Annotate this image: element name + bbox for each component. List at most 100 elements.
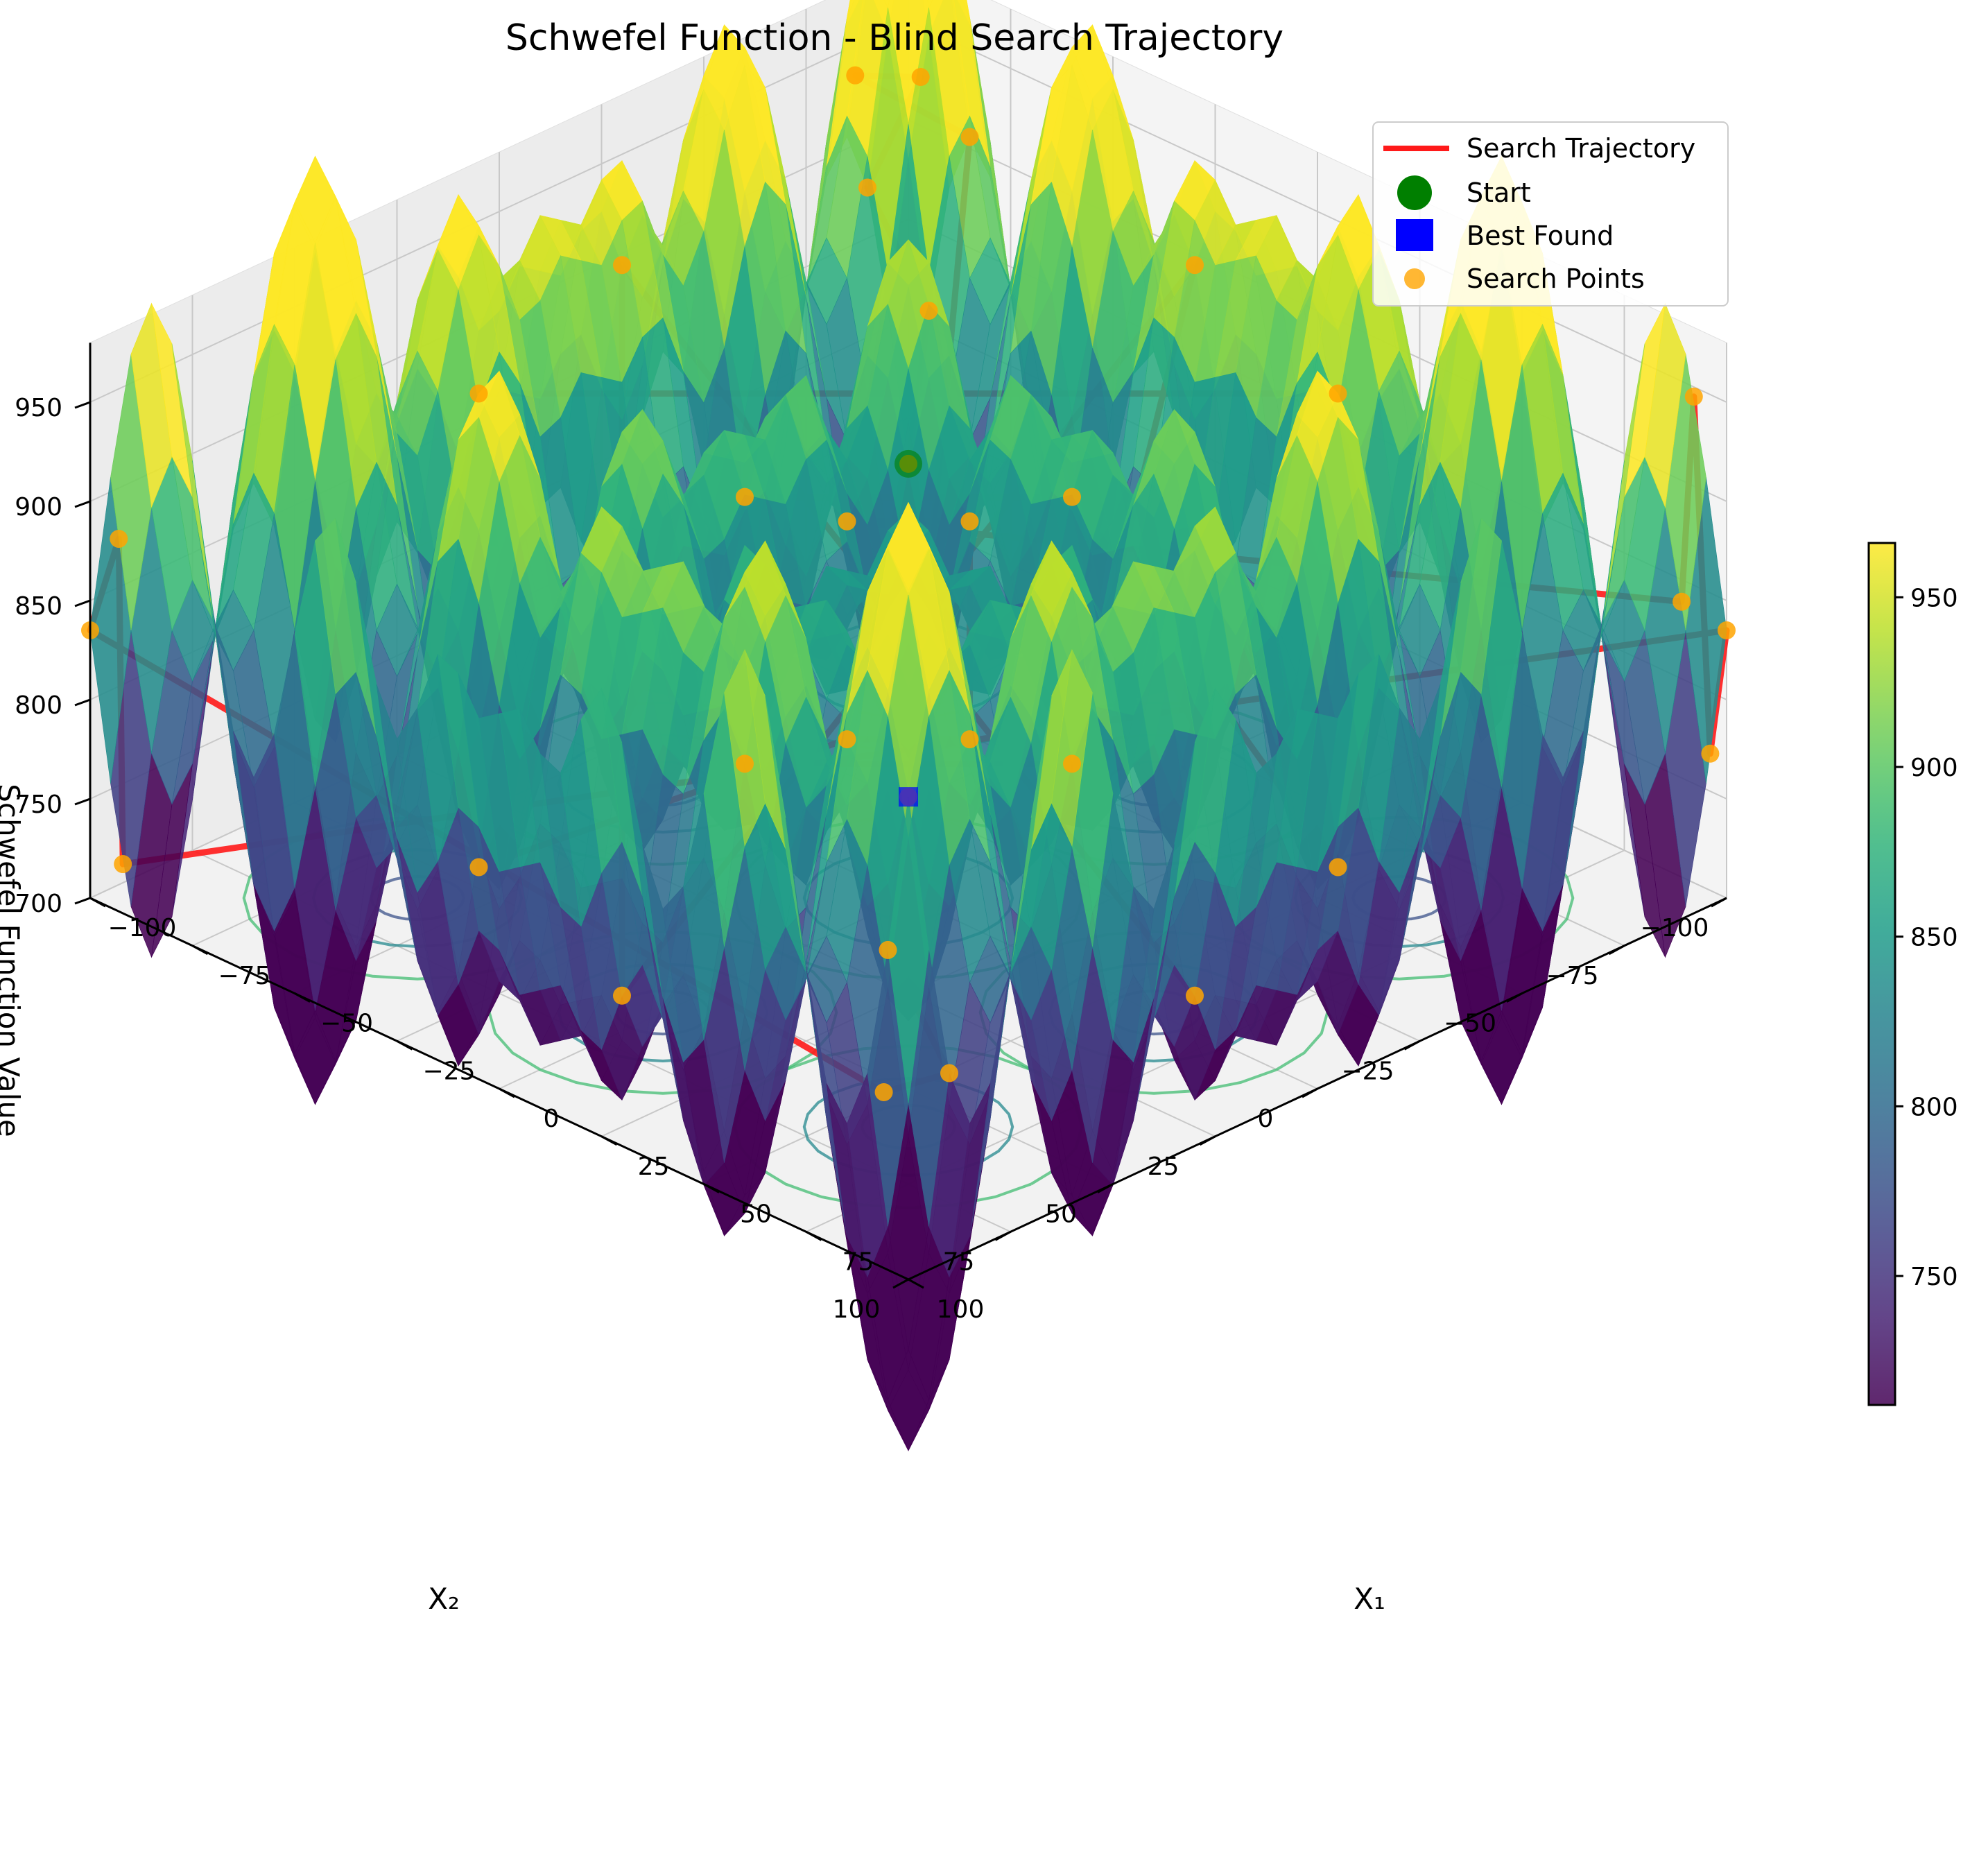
y-tick-mark <box>1302 1087 1318 1098</box>
y-tick-label: 75 <box>943 1248 975 1276</box>
search-point <box>874 1082 893 1101</box>
x-tick-mark <box>294 992 311 1003</box>
search-point <box>1186 256 1204 275</box>
search-point <box>114 855 132 874</box>
y-tick-mark <box>892 1278 909 1289</box>
chart-title: Schwefel Function - Blind Search Traject… <box>505 17 1283 59</box>
search-point <box>919 302 938 320</box>
x-tick-mark <box>805 1230 822 1241</box>
search-point <box>960 730 979 749</box>
search-point <box>469 384 488 403</box>
y-tick-label: −100 <box>1641 914 1709 942</box>
legend-label-start: Start <box>1467 178 1531 208</box>
x-tick-label: 75 <box>842 1248 874 1276</box>
z-tick-mark <box>74 897 91 905</box>
y-tick-mark <box>1506 992 1523 1003</box>
axis-lines <box>74 343 1727 1289</box>
z-tick-label: 700 <box>15 890 62 918</box>
x-tick-mark <box>908 1278 924 1289</box>
colorbar-gradient <box>1867 542 1896 1406</box>
z-tick-label: 950 <box>15 394 62 422</box>
z-tick-label: 750 <box>15 791 62 819</box>
search-point <box>940 1064 958 1082</box>
legend-label-trajectory: Search Trajectory <box>1467 133 1695 164</box>
z-axis-label: Schwefel Function Value <box>0 784 26 1137</box>
legend: Search Trajectory Start Best Found Searc… <box>1372 121 1729 307</box>
x-tick-label: −100 <box>108 914 177 942</box>
search-point <box>858 178 876 197</box>
search-point <box>469 858 488 877</box>
search-point <box>1684 387 1703 406</box>
legend-best-swatch <box>1396 219 1433 251</box>
search-point <box>879 940 897 959</box>
y-tick-label: 0 <box>1258 1105 1274 1133</box>
search-point <box>736 754 754 773</box>
colorbar-tick-label: 950 <box>1910 584 1958 612</box>
legend-points-swatch <box>1404 268 1425 289</box>
legend-label-best: Best Found <box>1467 221 1614 251</box>
y-tick-mark <box>994 1230 1012 1241</box>
search-point <box>1672 592 1691 611</box>
x-tick-mark <box>396 1039 413 1051</box>
search-point <box>110 529 128 548</box>
y-tick-label: −75 <box>1546 962 1599 990</box>
x-tick-label: −50 <box>320 1010 373 1038</box>
legend-start-swatch <box>1397 175 1432 210</box>
x-tick-label: 0 <box>544 1105 560 1133</box>
search-point <box>960 128 979 146</box>
search-point <box>1701 744 1720 763</box>
colorbar: 750 800 850 900 950 <box>1867 542 1958 1406</box>
colorbar-tick-label: 750 <box>1910 1263 1958 1291</box>
x-tick-mark <box>499 1087 515 1098</box>
z-tick-label: 900 <box>15 493 62 521</box>
z-tick-mark <box>74 401 91 409</box>
y-axis-label: X₂ <box>428 1582 460 1616</box>
search-point <box>960 512 979 530</box>
legend-frame <box>1372 121 1729 307</box>
search-point <box>1063 488 1081 506</box>
search-point <box>1186 986 1204 1005</box>
y-tick-mark <box>1608 944 1625 956</box>
y-tick-mark <box>1097 1183 1114 1193</box>
z-tick-label: 850 <box>15 592 62 621</box>
best-found-marker <box>899 787 918 807</box>
x-tick-mark <box>191 944 209 956</box>
y-tick-label: 100 <box>833 1295 881 1324</box>
x-tick-mark <box>600 1135 618 1146</box>
tick-labels: −100 −75 −50 −25 0 25 50 75 100 −100 −75 −50 −25 0 25 5… <box>15 394 1709 1324</box>
colorbar-tick-label: 850 <box>1910 924 1958 952</box>
search-point <box>838 730 856 749</box>
x-tick-label: 25 <box>638 1153 670 1181</box>
search-point <box>838 512 856 530</box>
search-point <box>911 68 930 87</box>
x-axis-label: X₁ <box>1354 1582 1385 1616</box>
y-tick-mark <box>1711 897 1727 908</box>
search-trajectory-overlay <box>81 66 1736 1101</box>
x-tick-label: 100 <box>937 1295 985 1324</box>
search-point <box>1063 754 1081 773</box>
search-point <box>1329 858 1347 877</box>
y-tick-label: 25 <box>1148 1153 1179 1181</box>
start-marker <box>894 449 922 478</box>
colorbar-tick-label: 900 <box>1910 754 1958 782</box>
x-tick-mark <box>89 897 106 908</box>
search-point <box>736 488 754 506</box>
y-tick-mark <box>1199 1135 1216 1146</box>
search-point <box>846 66 865 85</box>
search-point <box>613 986 631 1005</box>
search-point <box>1718 621 1736 639</box>
x-tick-label: 50 <box>740 1200 772 1229</box>
x-tick-mark <box>703 1183 720 1193</box>
z-tick-mark <box>74 698 91 707</box>
x-tick-label: −75 <box>218 962 271 990</box>
z-tick-mark <box>74 797 91 806</box>
x-tick-label: −25 <box>423 1057 476 1085</box>
y-tick-label: −50 <box>1444 1010 1496 1038</box>
legend-label-points: Search Points <box>1467 264 1645 294</box>
z-tick-mark <box>74 500 91 508</box>
y-tick-label: −25 <box>1342 1057 1394 1085</box>
colorbar-tick-label: 800 <box>1910 1093 1958 1121</box>
z-tick-mark <box>74 599 91 607</box>
